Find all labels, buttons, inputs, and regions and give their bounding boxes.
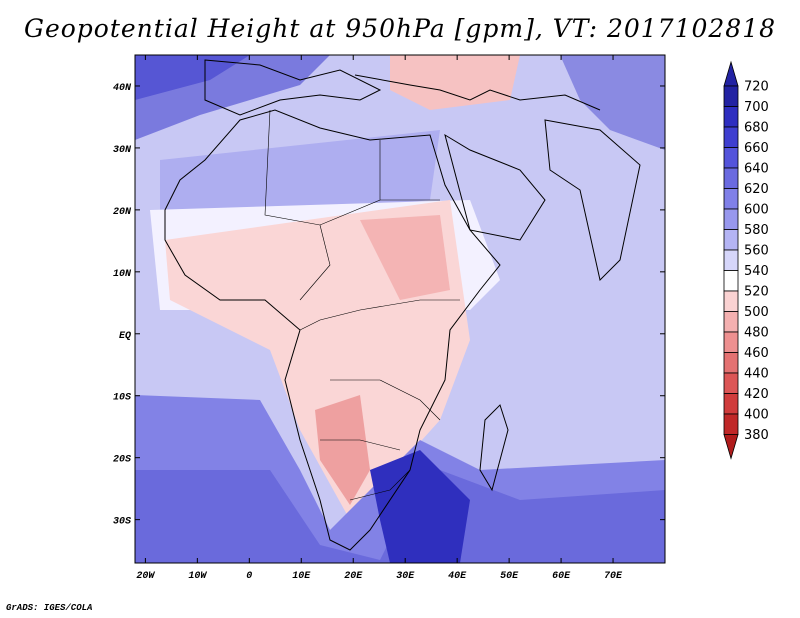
chart-title: Geopotential Height at 950hPa [gpm], VT:…	[23, 14, 777, 43]
grads-credit: GrADS: IGES/COLA	[6, 603, 93, 613]
colorbar-bin	[723, 270, 739, 292]
coastlines	[164, 59, 641, 551]
colorbar-bin	[723, 106, 739, 128]
lon-tick-label: 70E	[604, 571, 623, 582]
map-axes: 40N 30N 20N 10N EQ 10S 20S 30S 20W 10W 0 10E 20E 30E 4…	[113, 55, 665, 582]
colorbar-label: 520	[744, 285, 769, 300]
colorbar-label: 580	[744, 223, 769, 238]
colorbar-bin	[723, 147, 739, 169]
colorbar-top-arrow	[723, 60, 739, 87]
colorbar-label: 680	[744, 121, 769, 136]
colorbar-bin	[723, 126, 739, 148]
lon-tick-label: 10E	[292, 571, 311, 582]
colorbar-bin	[723, 167, 739, 189]
lat-tick-label: 20N	[113, 207, 132, 218]
colorbar-label: 400	[744, 408, 769, 423]
map-field	[135, 55, 665, 563]
lon-tick-label: 20W	[136, 571, 155, 582]
colorbar-label: 440	[744, 367, 769, 382]
lat-tick-label: 10S	[113, 393, 131, 404]
colorbar-label: 460	[744, 346, 769, 361]
colorbar-label: 700	[744, 100, 769, 115]
lon-tick-label: 10W	[188, 571, 207, 582]
colorbar: 720 700 680 660 640 620 600 580 560 540 520 500 480 4…	[723, 60, 769, 460]
colorbar-bin	[723, 229, 739, 251]
colorbar-bin	[723, 290, 739, 312]
lat-tick-label: EQ	[119, 331, 131, 342]
colorbar-label: 420	[744, 387, 769, 402]
colorbar-label: 640	[744, 162, 769, 177]
colorbar-bin	[723, 331, 739, 353]
colorbar-label: 600	[744, 203, 769, 218]
colorbar-label: 560	[744, 244, 769, 259]
colorbar-bin	[723, 188, 739, 210]
colorbar-bin	[723, 249, 739, 271]
colorbar-label: 620	[744, 182, 769, 197]
lon-tick-label: 60E	[552, 571, 571, 582]
colorbar-label: 380	[744, 428, 769, 443]
lon-tick-label: 40E	[448, 571, 467, 582]
lon-tick-label: 50E	[500, 571, 519, 582]
colorbar-bin	[723, 311, 739, 333]
colorbar-label: 500	[744, 305, 769, 320]
colorbar-bin	[723, 208, 739, 230]
lon-tick-label: 20E	[344, 571, 363, 582]
colorbar-bin	[723, 413, 739, 435]
country-borders	[264, 109, 460, 501]
colorbar-bin	[723, 85, 739, 107]
lat-tick-label: 20S	[113, 455, 131, 466]
lat-tick-label: 30S	[113, 517, 131, 528]
colorbar-bin	[723, 393, 739, 415]
colorbar-bin	[723, 372, 739, 394]
lon-tick-label: 0	[246, 571, 252, 582]
colorbar-label: 540	[744, 264, 769, 279]
colorbar-bin	[723, 352, 739, 374]
map-frame	[134, 54, 666, 564]
lat-tick-label: 30N	[113, 145, 132, 156]
colorbar-bottom-arrow	[723, 434, 739, 460]
lat-tick-label: 40N	[113, 83, 132, 94]
colorbar-label: 660	[744, 141, 769, 156]
colorbar-label: 720	[744, 80, 769, 95]
colorbar-label: 480	[744, 326, 769, 341]
lat-tick-label: 10N	[113, 269, 132, 280]
lon-tick-label: 30E	[396, 571, 415, 582]
